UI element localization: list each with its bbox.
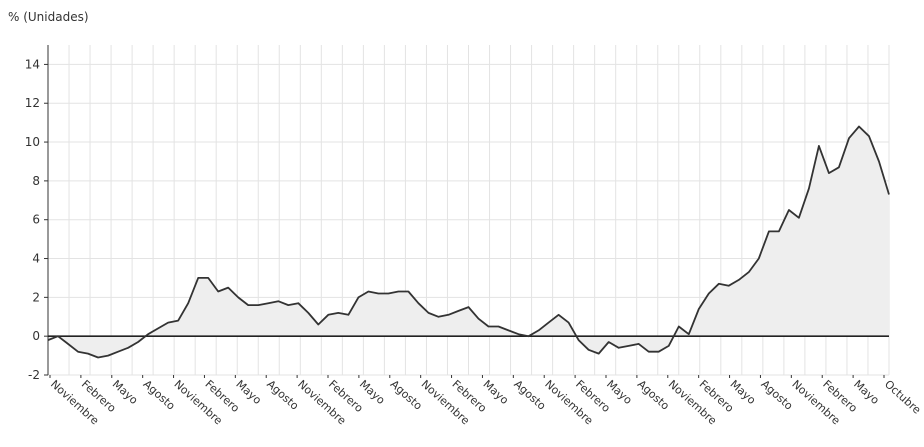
y-axis-label: % (Unidades) [8,10,89,24]
x-tick-label: Agosto [758,378,795,413]
y-tick-label: 6 [32,213,40,227]
y-tick-label: 0 [32,329,40,343]
series-area-fill [48,126,889,358]
y-tick-labels: -2 0 2 4 6 8 10 12 14 [25,57,40,382]
y-tick-label: 8 [32,174,40,188]
axes [44,45,889,376]
x-tick-label: Agosto [141,378,178,413]
series-line [47,125,890,359]
x-tick-label: Agosto [511,378,548,413]
y-tick-label: 4 [32,252,40,266]
y-tick-label: 10 [25,135,40,149]
y-tick-label: 12 [25,96,40,110]
x-tick-label: Agosto [388,378,425,413]
y-tick-label: -2 [28,368,40,382]
y-tick-label: 2 [32,290,40,304]
x-tick-label: Octubre [882,378,924,417]
x-tick-label: Agosto [635,378,672,413]
y-tick-label: 14 [25,57,40,71]
x-tick-label: Agosto [264,378,301,413]
